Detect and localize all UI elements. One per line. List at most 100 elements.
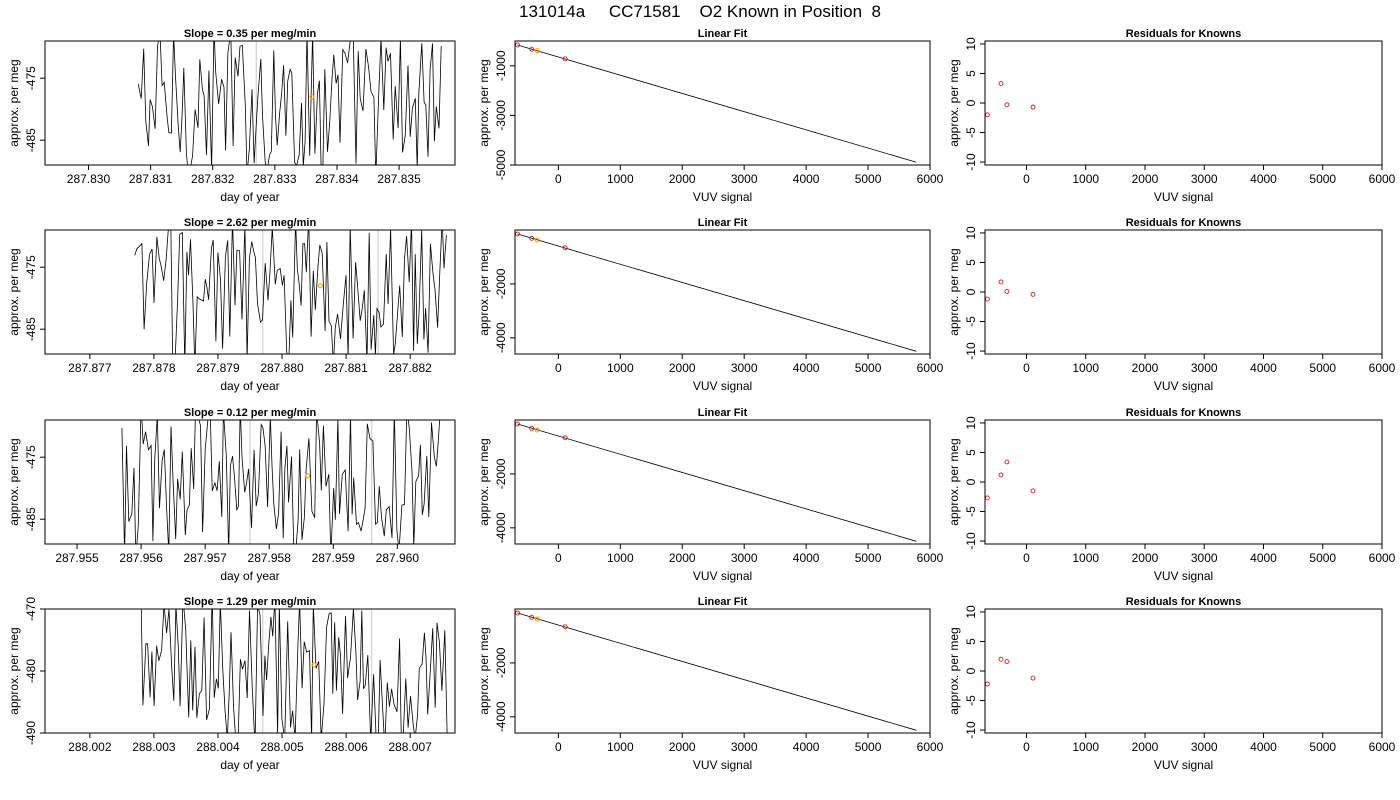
highlight-point xyxy=(534,427,540,433)
y-tick-label: -4000 xyxy=(494,701,508,732)
plot-frame xyxy=(514,229,931,355)
x-tick-label: 5000 xyxy=(1309,361,1336,375)
panel-title: Slope = 0.12 per meg/min xyxy=(184,407,317,419)
y-axis-label: approx. per meg xyxy=(7,438,21,525)
x-tick-label: 5000 xyxy=(855,740,882,754)
x-tick-label: 287.879 xyxy=(196,361,240,375)
figure-title: 131014a CC71581 O2 Known in Position 8 xyxy=(519,2,881,21)
x-tick-label: 1000 xyxy=(607,551,634,565)
x-tick-label: 287.957 xyxy=(183,551,227,565)
x-tick-label: 287.831 xyxy=(129,172,173,186)
x-tick-label: 0 xyxy=(555,740,562,754)
plot-area xyxy=(515,610,917,731)
x-tick-label: 2000 xyxy=(669,361,696,375)
x-tick-label: 0 xyxy=(1023,361,1030,375)
x-tick-label: 2000 xyxy=(1132,740,1159,754)
plot-area xyxy=(515,42,917,163)
panel-title: Residuals for Knowns xyxy=(1126,28,1242,40)
highlight-point xyxy=(534,48,540,54)
plot-area xyxy=(985,459,1036,501)
x-tick-label: 288.006 xyxy=(324,740,368,754)
panel-title: Residuals for Knowns xyxy=(1126,596,1242,608)
x-tick-label: 288.003 xyxy=(132,740,176,754)
data-point xyxy=(1030,291,1036,297)
x-tick-label: 2000 xyxy=(669,740,696,754)
data-trace xyxy=(137,41,442,165)
plot-frame xyxy=(514,40,931,166)
x-tick-label: 1000 xyxy=(1072,361,1099,375)
fit-line xyxy=(517,612,917,731)
y-axis-label: approx. per meg xyxy=(7,248,21,335)
x-tick-label: 6000 xyxy=(1369,551,1396,565)
panel-r4-c3: Residuals for Knowns VUV signal approx. pe… xyxy=(947,596,1396,772)
y-tick-label: -490 xyxy=(24,721,38,745)
data-point xyxy=(562,56,568,62)
data-point xyxy=(529,235,535,241)
panel-title: Linear Fit xyxy=(698,28,748,40)
panel-r2-c1: Slope = 2.62 per meg/min day of year appro… xyxy=(7,217,456,393)
x-tick-label: 287.830 xyxy=(67,172,111,186)
highlight-point xyxy=(534,237,540,243)
y-tick-label: -1000 xyxy=(494,50,508,81)
x-tick-label: 5000 xyxy=(1309,740,1336,754)
panel-title: Slope = 1.29 per meg/min xyxy=(184,596,317,608)
y-axis-label: approx. per meg xyxy=(477,627,491,714)
x-tick-label: 1000 xyxy=(1072,551,1099,565)
data-point xyxy=(998,656,1004,662)
x-tick-label: 287.882 xyxy=(388,361,432,375)
panel-r2-c3: Residuals for Knowns VUV signal approx. pe… xyxy=(947,217,1396,393)
x-tick-label: 6000 xyxy=(1369,172,1396,186)
x-tick-label: 6000 xyxy=(1369,740,1396,754)
y-tick-label: 5 xyxy=(964,259,978,266)
x-tick-label: 287.958 xyxy=(248,551,292,565)
panel-r3-c2: Linear Fit VUV signal approx. per meg 0 1000… xyxy=(477,407,944,583)
data-point xyxy=(529,46,535,52)
x-tick-label: 3000 xyxy=(1191,361,1218,375)
panel-title: Slope = 2.62 per meg/min xyxy=(184,217,317,229)
plot-frame xyxy=(514,608,931,734)
x-axis-label: day of year xyxy=(220,379,279,393)
data-point xyxy=(1030,488,1036,494)
plot-area xyxy=(137,41,442,165)
x-tick-label: 4000 xyxy=(793,361,820,375)
y-tick-label: -2000 xyxy=(494,647,508,678)
y-tick-label: -485 xyxy=(24,128,38,152)
y-tick-label: -5 xyxy=(964,127,978,138)
plot-frame xyxy=(44,40,456,166)
x-tick-label: 1000 xyxy=(1072,172,1099,186)
panel-r3-c1: Slope = 0.12 per meg/min day of year appro… xyxy=(7,407,456,583)
y-tick-label: -475 xyxy=(24,445,38,469)
x-tick-label: 2000 xyxy=(1132,361,1159,375)
x-tick-label: 287.835 xyxy=(377,172,421,186)
plot-frame xyxy=(984,419,1383,545)
data-point xyxy=(1004,459,1010,465)
y-tick-label: -4000 xyxy=(494,512,508,543)
plot-area xyxy=(985,81,1036,118)
panel-title: Linear Fit xyxy=(698,217,748,229)
panel-r4-c1: Slope = 1.29 per meg/min day of year appro… xyxy=(7,596,456,772)
data-point xyxy=(1030,104,1036,110)
x-tick-label: 3000 xyxy=(1191,740,1218,754)
plot-area xyxy=(140,609,448,733)
x-tick-label: 6000 xyxy=(917,172,944,186)
panel-title: Linear Fit xyxy=(698,596,748,608)
x-tick-label: 6000 xyxy=(917,551,944,565)
panel-title: Linear Fit xyxy=(698,407,748,419)
x-axis-label: VUV signal xyxy=(1154,569,1213,583)
plot-area xyxy=(134,230,447,354)
x-tick-label: 287.833 xyxy=(253,172,297,186)
x-tick-label: 3000 xyxy=(1191,172,1218,186)
x-tick-label: 5000 xyxy=(855,361,882,375)
data-point xyxy=(985,112,990,118)
data-point xyxy=(998,279,1004,285)
x-tick-label: 288.007 xyxy=(388,740,432,754)
x-tick-label: 3000 xyxy=(1191,551,1218,565)
data-point xyxy=(1030,675,1036,681)
y-axis-label: approx. per meg xyxy=(477,59,491,146)
y-tick-label: -485 xyxy=(24,317,38,341)
y-axis-label: approx. per meg xyxy=(947,438,961,525)
x-tick-label: 3000 xyxy=(731,551,758,565)
panel-r1-c1: Slope = 0.35 per meg/min day of year appro… xyxy=(7,28,456,204)
highlight-point xyxy=(305,473,311,479)
y-axis-label: approx. per meg xyxy=(947,627,961,714)
